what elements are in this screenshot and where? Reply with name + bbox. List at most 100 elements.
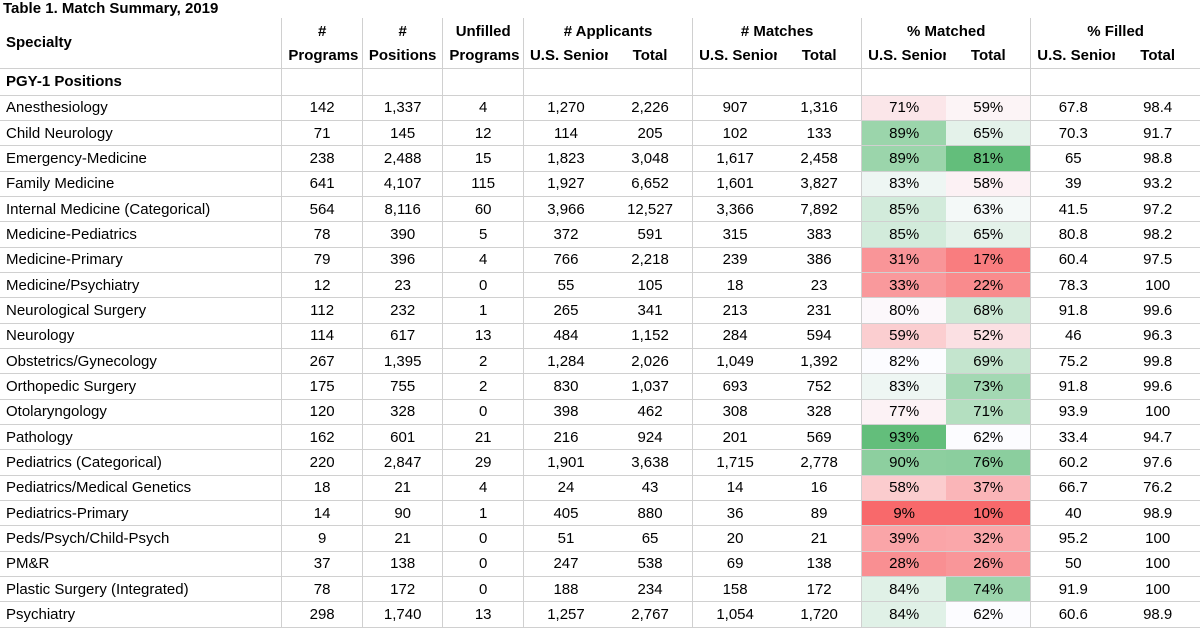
cell-filled-senior: 91.9 <box>1030 576 1116 603</box>
table-row: Orthopedic Surgery 175 755 2 830 1,037 693 752 8… <box>0 373 1200 400</box>
cell-filled-total: 93.2 <box>1115 171 1200 197</box>
cell-matches-total: 1,316 <box>777 95 862 121</box>
cell-matched-total: 62% <box>946 424 1031 451</box>
cell-unfilled: 1 <box>442 297 524 324</box>
cell-specialty: Neurology <box>0 323 282 349</box>
cell-specialty: Obstetrics/Gynecology <box>0 348 282 375</box>
cell-programs: 78 <box>281 576 363 603</box>
cell-unfilled: 60 <box>442 196 524 223</box>
cell-positions: 232 <box>361 297 443 324</box>
cell-filled-senior: 78.3 <box>1030 272 1116 299</box>
cell-filled-total: 100 <box>1115 576 1200 603</box>
table-row: Emergency-Medicine 238 2,488 15 1,823 3,048 1,… <box>0 145 1200 172</box>
header-filled-senior: U.S. Senior <box>1030 44 1116 69</box>
table-row: Medicine-Pediatrics 78 390 5 372 591 315 383 85%… <box>0 221 1200 248</box>
cell-positions: 601 <box>361 424 443 451</box>
cell-applicants-total: 12,527 <box>608 196 693 223</box>
cell-matched-senior: 83% <box>861 373 947 400</box>
cell-applicants-senior: 766 <box>522 247 608 273</box>
cell-matches-total: 172 <box>777 576 862 603</box>
cell-positions: 755 <box>361 373 443 400</box>
cell-matched-senior: 59% <box>861 323 947 349</box>
cell-specialty: Plastic Surgery (Integrated) <box>0 576 282 603</box>
header-matched-total: Total <box>946 44 1031 69</box>
cell-programs: 78 <box>281 221 363 248</box>
cell-applicants-total: 924 <box>608 424 693 451</box>
cell-applicants-senior: 1,270 <box>522 95 608 121</box>
cell-matched-total: 69% <box>946 348 1031 375</box>
cell-matches-senior: 201 <box>692 424 778 451</box>
cell-applicants-total: 3,638 <box>608 449 693 476</box>
cell-matched-total: 52% <box>946 323 1031 349</box>
cell-programs: 298 <box>281 601 363 628</box>
header-matched: % Matched <box>861 18 1031 44</box>
cell-applicants-total: 2,026 <box>608 348 693 375</box>
cell-filled-total: 98.8 <box>1115 145 1200 172</box>
cell-matches-total: 383 <box>777 221 862 248</box>
cell-matches-total: 138 <box>777 551 862 578</box>
cell-programs: 9 <box>281 525 363 552</box>
cell-applicants-senior: 1,284 <box>522 348 608 375</box>
cell-matches-total: 21 <box>777 525 862 552</box>
cell-applicants-senior: 1,257 <box>522 601 608 628</box>
table-row: Neurology 114 617 13 484 1,152 284 594 59% 52% 46 9… <box>0 323 1200 349</box>
cell-applicants-total: 341 <box>608 297 693 324</box>
cell-matches-total: 386 <box>777 247 862 273</box>
cell-matches-senior: 239 <box>692 247 778 273</box>
cell-matched-senior: 84% <box>861 576 947 603</box>
cell-specialty: Pathology <box>0 424 282 451</box>
cell-programs: 12 <box>281 272 363 299</box>
cell-applicants-senior: 830 <box>522 373 608 400</box>
cell-matches-total: 7,892 <box>777 196 862 223</box>
cell-specialty: Anesthesiology <box>0 95 282 121</box>
header-programs-hash: # <box>281 18 363 44</box>
section-label: PGY-1 Positions <box>0 68 282 96</box>
cell-filled-senior: 33.4 <box>1030 424 1116 451</box>
table-row: Pathology 162 601 21 216 924 201 569 93% 62% 33.4 9… <box>0 424 1200 451</box>
cell-matched-senior: 80% <box>861 297 947 324</box>
cell-matched-total: 63% <box>946 196 1031 223</box>
cell-applicants-senior: 398 <box>522 399 608 425</box>
table-row: Peds/Psych/Child-Psych 9 21 0 51 65 20 21 39% 32%… <box>0 525 1200 552</box>
cell-filled-senior: 60.2 <box>1030 449 1116 476</box>
cell-filled-total: 100 <box>1115 399 1200 425</box>
cell-programs: 238 <box>281 145 363 172</box>
cell-applicants-senior: 114 <box>522 120 608 147</box>
cell-filled-total: 100 <box>1115 272 1200 299</box>
cell-matched-senior: 90% <box>861 449 947 476</box>
cell-matched-total: 74% <box>946 576 1031 603</box>
cell-positions: 1,740 <box>361 601 443 628</box>
cell-applicants-total: 2,226 <box>608 95 693 121</box>
cell-filled-total: 98.9 <box>1115 601 1200 628</box>
cell-filled-total: 96.3 <box>1115 323 1200 349</box>
cell-matched-total: 62% <box>946 601 1031 628</box>
header-matches-senior: U.S. Senior <box>692 44 778 69</box>
cell-applicants-senior: 484 <box>522 323 608 349</box>
cell-filled-total: 76.2 <box>1115 475 1200 502</box>
cell-programs: 71 <box>281 120 363 147</box>
cell-matches-senior: 1,601 <box>692 171 778 197</box>
cell-matched-senior: 58% <box>861 475 947 502</box>
cell-programs: 120 <box>281 399 363 425</box>
cell-matched-senior: 89% <box>861 120 947 147</box>
cell-matched-senior: 9% <box>861 500 947 527</box>
cell-unfilled: 5 <box>442 221 524 248</box>
cell-matches-total: 569 <box>777 424 862 451</box>
cell-specialty: Pediatrics-Primary <box>0 500 282 527</box>
table-row: PM&R 37 138 0 247 538 69 138 28% 26% 50 100 <box>0 551 1200 578</box>
cell-filled-total: 98.9 <box>1115 500 1200 527</box>
header-specialty: Specialty <box>0 18 282 69</box>
cell-matches-senior: 1,049 <box>692 348 778 375</box>
cell-unfilled: 21 <box>442 424 524 451</box>
cell-matched-senior: 39% <box>861 525 947 552</box>
cell-matches-total: 2,458 <box>777 145 862 172</box>
header-applicants-total: Total <box>608 44 693 69</box>
cell-applicants-total: 591 <box>608 221 693 248</box>
cell-matches-total: 594 <box>777 323 862 349</box>
cell-matched-total: 37% <box>946 475 1031 502</box>
cell-filled-total: 98.4 <box>1115 95 1200 121</box>
header-filled-total: Total <box>1115 44 1200 69</box>
cell-unfilled: 13 <box>442 323 524 349</box>
cell-matches-senior: 14 <box>692 475 778 502</box>
cell-matched-total: 10% <box>946 500 1031 527</box>
